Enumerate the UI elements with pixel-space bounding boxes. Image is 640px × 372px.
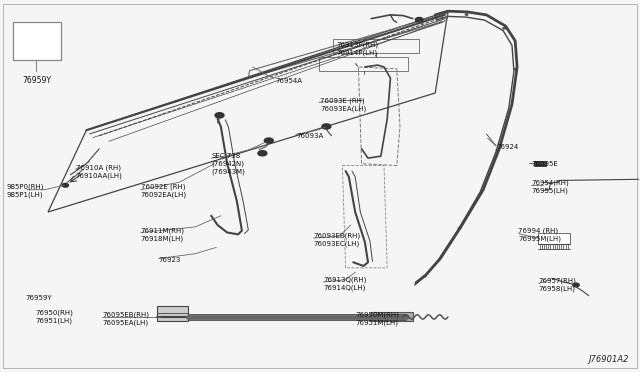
Text: 76950(RH)
76951(LH): 76950(RH) 76951(LH) [35,310,73,324]
Circle shape [424,275,426,277]
Text: 76994 (RH)
76995M(LH): 76994 (RH) 76995M(LH) [518,228,561,242]
Text: 985P0(RH)
985P1(LH): 985P0(RH) 985P1(LH) [6,183,44,198]
Circle shape [215,113,224,118]
Text: 76959Y: 76959Y [22,76,51,85]
Text: 76092E (RH)
76092EA(LH): 76092E (RH) 76092EA(LH) [141,183,187,198]
Bar [319,57,408,71]
Text: 76911M(RH)
76918M(LH): 76911M(RH) 76918M(LH) [141,227,185,241]
Circle shape [258,151,267,156]
Text: SEC.738
(76942N)
(76943M): SEC.738 (76942N) (76943M) [211,153,245,175]
Circle shape [62,183,68,187]
Text: 76950M(RH)
76951M(LH): 76950M(RH) 76951M(LH) [355,312,399,326]
Text: 76095EB(RH)
76095EA(LH): 76095EB(RH) 76095EA(LH) [102,312,149,326]
Text: 76913Q(RH)
76914Q(LH): 76913Q(RH) 76914Q(LH) [323,276,367,291]
Circle shape [458,227,461,229]
Text: 76959Y: 76959Y [25,295,52,301]
Bar [371,312,413,321]
Bar [534,161,546,166]
Circle shape [497,150,499,151]
Circle shape [465,14,468,15]
Circle shape [515,68,517,70]
Circle shape [264,138,273,143]
Text: 76924: 76924 [496,144,518,150]
Text: 76923: 76923 [159,257,181,263]
Text: 76093E (RH)
76093EA(LH): 76093E (RH) 76093EA(LH) [320,98,366,112]
Bar [157,306,188,321]
Circle shape [573,283,579,287]
Circle shape [503,28,506,29]
Text: 76093EB(RH)
76093EC(LH): 76093EB(RH) 76093EC(LH) [314,233,361,247]
Circle shape [322,124,331,129]
Bar [333,39,419,53]
Text: J76901A2: J76901A2 [588,355,628,364]
Text: 76913P(RH)
76914P(LH): 76913P(RH) 76914P(LH) [336,41,378,55]
Bar [13,22,61,60]
Text: 76095E: 76095E [531,161,558,167]
Circle shape [415,17,423,22]
Text: 76954(RH)
76955(LH): 76954(RH) 76955(LH) [531,180,569,194]
Text: 76093A: 76093A [296,133,324,139]
Text: 76957(RH)
76958(LH): 76957(RH) 76958(LH) [539,278,577,292]
Bar [538,233,570,244]
Text: 76954A: 76954A [275,78,302,84]
Circle shape [435,17,437,18]
Text: 76910A (RH)
76910AA(LH): 76910A (RH) 76910AA(LH) [76,165,122,179]
